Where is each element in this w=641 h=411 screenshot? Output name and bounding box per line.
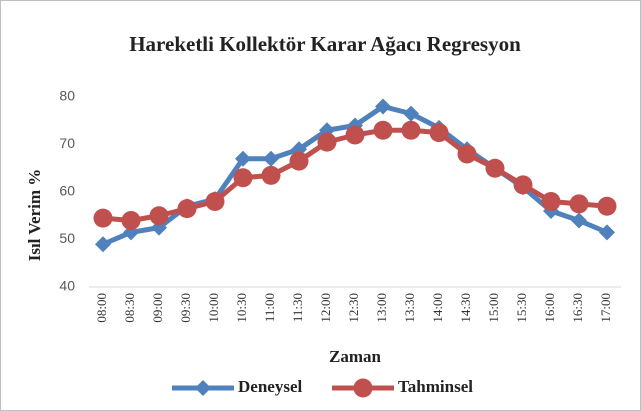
data-point (345, 125, 365, 145)
data-point (205, 192, 225, 211)
x-tick-label: 10:30 (234, 293, 249, 323)
x-tick-label: 11:30 (290, 293, 305, 322)
data-point (317, 132, 337, 152)
x-tick-label: 08:00 (94, 293, 109, 323)
data-point (401, 120, 421, 140)
x-tick-label: 08:30 (122, 293, 137, 323)
x-tick-label: 12:30 (346, 293, 361, 323)
data-point (95, 236, 111, 253)
y-tick-label: 40 (59, 278, 75, 294)
x-tick-label: 17:00 (598, 293, 613, 323)
data-point (597, 196, 617, 216)
x-tick-label: 16:30 (570, 293, 585, 323)
y-tick-label: 50 (59, 230, 75, 246)
data-point (177, 199, 197, 219)
x-tick-label: 09:30 (178, 293, 193, 323)
legend-label: Tahminsel (398, 377, 473, 396)
x-tick-label: 15:00 (486, 293, 501, 323)
x-tick-label: 15:30 (514, 293, 529, 323)
data-point (263, 150, 279, 167)
x-tick-label: 10:00 (206, 293, 221, 323)
data-point (599, 224, 615, 241)
data-point (149, 206, 169, 226)
x-tick-label: 13:00 (374, 293, 389, 323)
chart-title: Hareketli Kollektör Karar Ağacı Regresyo… (129, 32, 521, 56)
x-tick-label: 09:00 (150, 293, 165, 323)
y-tick-label: 60 (59, 183, 75, 199)
y-tick-label: 70 (59, 135, 75, 151)
data-point (571, 212, 587, 229)
data-point (429, 123, 449, 143)
x-tick-label: 13:30 (402, 293, 417, 323)
x-tick-label: 11:00 (262, 293, 277, 322)
data-point (235, 150, 251, 167)
data-point (93, 208, 113, 228)
data-point (289, 151, 309, 171)
data-point (121, 211, 141, 230)
data-point (403, 105, 419, 122)
y-tick-label: 80 (59, 88, 75, 104)
legend-marker (353, 378, 373, 398)
x-axis-label: Zaman (329, 347, 382, 366)
x-tick-label: 16:00 (542, 293, 557, 323)
data-point (233, 168, 253, 188)
legend-label: Deneysel (238, 377, 302, 396)
data-point (457, 144, 477, 164)
x-tick-label: 14:30 (458, 293, 473, 323)
y-axis-label: Isıl Verim % (25, 169, 44, 262)
data-point (373, 120, 393, 140)
data-point (375, 98, 391, 115)
data-point (569, 194, 589, 214)
data-point (485, 158, 505, 178)
data-point (261, 165, 281, 185)
x-tick-label: 12:00 (318, 293, 333, 323)
data-point (541, 192, 561, 211)
legend-marker (195, 380, 211, 396)
x-tick-label: 14:00 (430, 293, 445, 323)
data-point (513, 175, 533, 195)
